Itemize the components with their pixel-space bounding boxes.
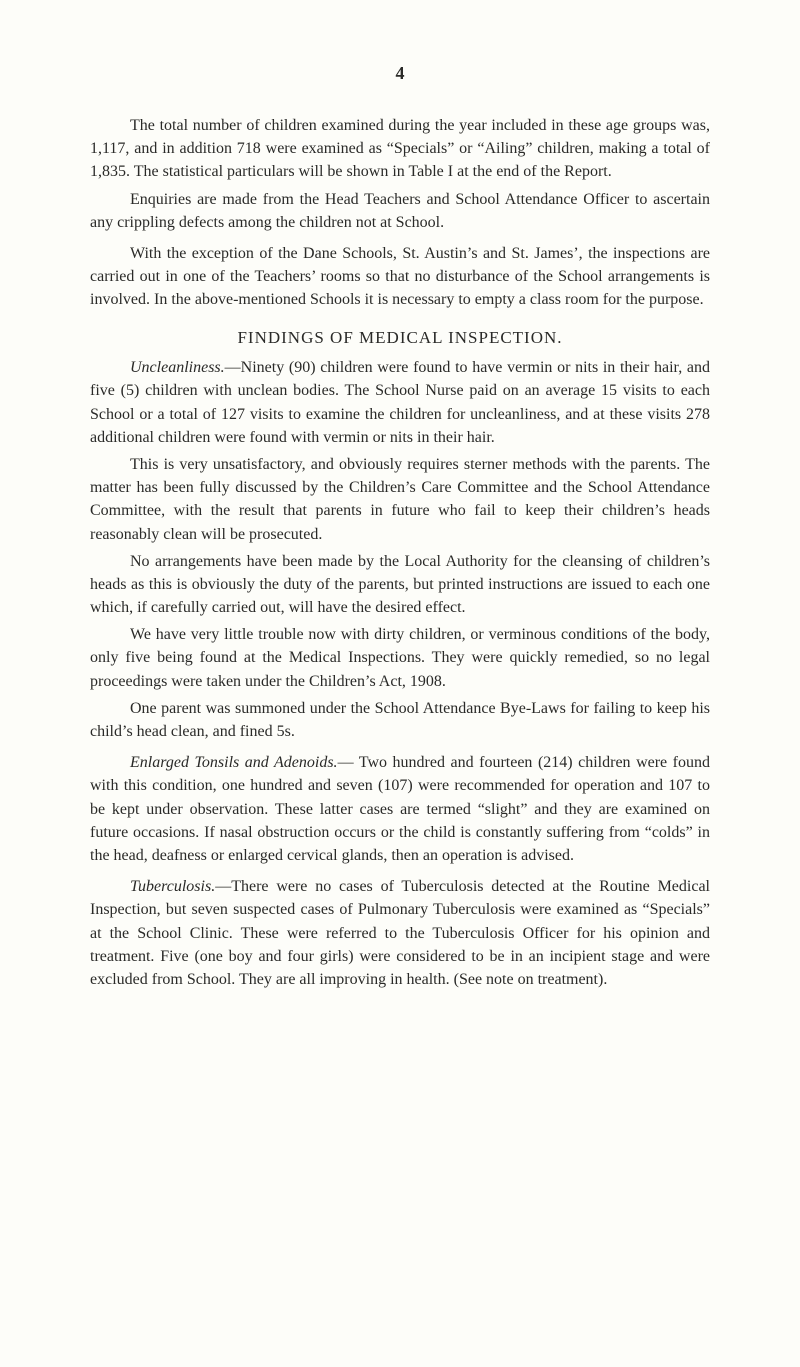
- paragraph-arrangements: No arrangements have been made by the Lo…: [90, 550, 710, 620]
- label-uncleanliness: Uncleanliness.: [130, 359, 225, 376]
- paragraph-unsatisfactory: This is very unsatisfactory, and obvious…: [90, 453, 710, 546]
- paragraph-tuberculosis: Tuberculosis.—There were no cases of Tub…: [90, 875, 710, 991]
- paragraph-summons: One parent was summoned under the School…: [90, 697, 710, 743]
- paragraph-tonsils: Enlarged Tonsils and Adenoids.— Two hund…: [90, 751, 710, 867]
- label-tonsils: Enlarged Tonsils and Adenoids.: [130, 754, 338, 771]
- paragraph-uncleanliness: Uncleanliness.—Ninety (90) children were…: [90, 356, 710, 449]
- page-number: 4: [90, 60, 710, 86]
- paragraph-trouble: We have very little trouble now with dir…: [90, 623, 710, 693]
- label-tuberculosis: Tuberculosis.: [130, 878, 215, 895]
- paragraph-intro-1: The total number of children examined du…: [90, 114, 710, 184]
- section-heading-findings: FINDINGS OF MEDICAL INSPECTION.: [90, 326, 710, 351]
- paragraph-intro-3: With the exception of the Dane Schools, …: [90, 242, 710, 312]
- paragraph-intro-2: Enquiries are made from the Head Teacher…: [90, 188, 710, 234]
